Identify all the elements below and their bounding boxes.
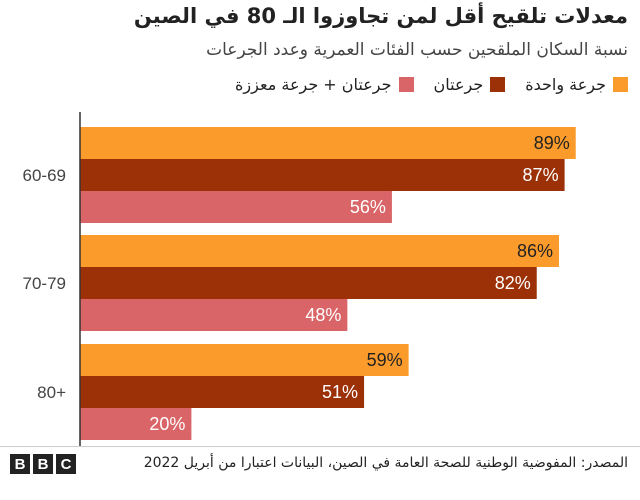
bar-booster bbox=[80, 299, 348, 331]
bar-two-doses bbox=[80, 159, 565, 191]
bbc-logo-letter: B bbox=[10, 454, 30, 474]
bar-booster bbox=[80, 408, 192, 440]
bar-value-label: 56% bbox=[350, 197, 386, 217]
category-label: 70-79 bbox=[23, 274, 66, 293]
bar-value-label: 51% bbox=[322, 382, 358, 402]
bar-two-doses bbox=[80, 267, 537, 299]
bar-value-label: 87% bbox=[523, 165, 559, 185]
legend-swatch-two-doses bbox=[490, 77, 506, 92]
chart-title: معدلات تلقيح أقل لمن تجاوزوا الـ 80 في ا… bbox=[133, 4, 628, 28]
bar-booster bbox=[80, 191, 392, 223]
bar-value-label: 48% bbox=[305, 305, 341, 325]
bar-one-dose bbox=[80, 235, 560, 267]
bbc-logo-letter: B bbox=[33, 454, 53, 474]
footer-divider bbox=[0, 446, 640, 447]
bar-one-dose bbox=[80, 344, 409, 376]
legend-item-booster: جرعتان + جرعة معززة bbox=[235, 75, 414, 94]
category-label: 80+ bbox=[37, 383, 66, 402]
bar-one-dose bbox=[80, 127, 576, 159]
category-label: 60-69 bbox=[23, 166, 66, 185]
legend-label-two-doses: جرعتان bbox=[433, 75, 484, 94]
chart-subtitle: نسبة السكان الملقحين حسب الفئات العمرية … bbox=[206, 40, 628, 60]
legend-label-booster: جرعتان + جرعة معززة bbox=[235, 75, 392, 94]
legend-item-one-dose: جرعة واحدة bbox=[525, 75, 628, 94]
source-note: المصدر: المفوضية الوطنية للصحة العامة في… bbox=[143, 455, 628, 471]
bar-chart: 89% 87% 56% 60-69 86% 82% 48% 70-79 59% 51% 20% 80+ bbox=[23, 112, 576, 446]
bar-value-label: 82% bbox=[495, 273, 531, 293]
legend-swatch-booster bbox=[398, 77, 414, 92]
chart-legend: جرعة واحدة جرعتان جرعتان + جرعة معززة bbox=[235, 75, 628, 94]
bar-group-80plus: 59% 51% 20% bbox=[80, 344, 409, 440]
bar-two-doses bbox=[80, 376, 365, 408]
bar-value-label: 59% bbox=[367, 350, 403, 370]
bar-value-label: 89% bbox=[534, 133, 570, 153]
bar-group-60-69: 89% 87% 56% bbox=[80, 127, 576, 223]
bbc-logo-letter: C bbox=[56, 454, 76, 474]
legend-swatch-one-dose bbox=[613, 77, 628, 92]
bbc-logo: B B C bbox=[10, 454, 76, 474]
legend-label-one-dose: جرعة واحدة bbox=[525, 75, 606, 94]
bar-group-70-79: 86% 82% 48% bbox=[80, 235, 560, 331]
legend-item-two-doses: جرعتان bbox=[434, 75, 506, 94]
bar-value-label: 20% bbox=[149, 414, 185, 434]
bar-value-label: 86% bbox=[517, 241, 553, 261]
